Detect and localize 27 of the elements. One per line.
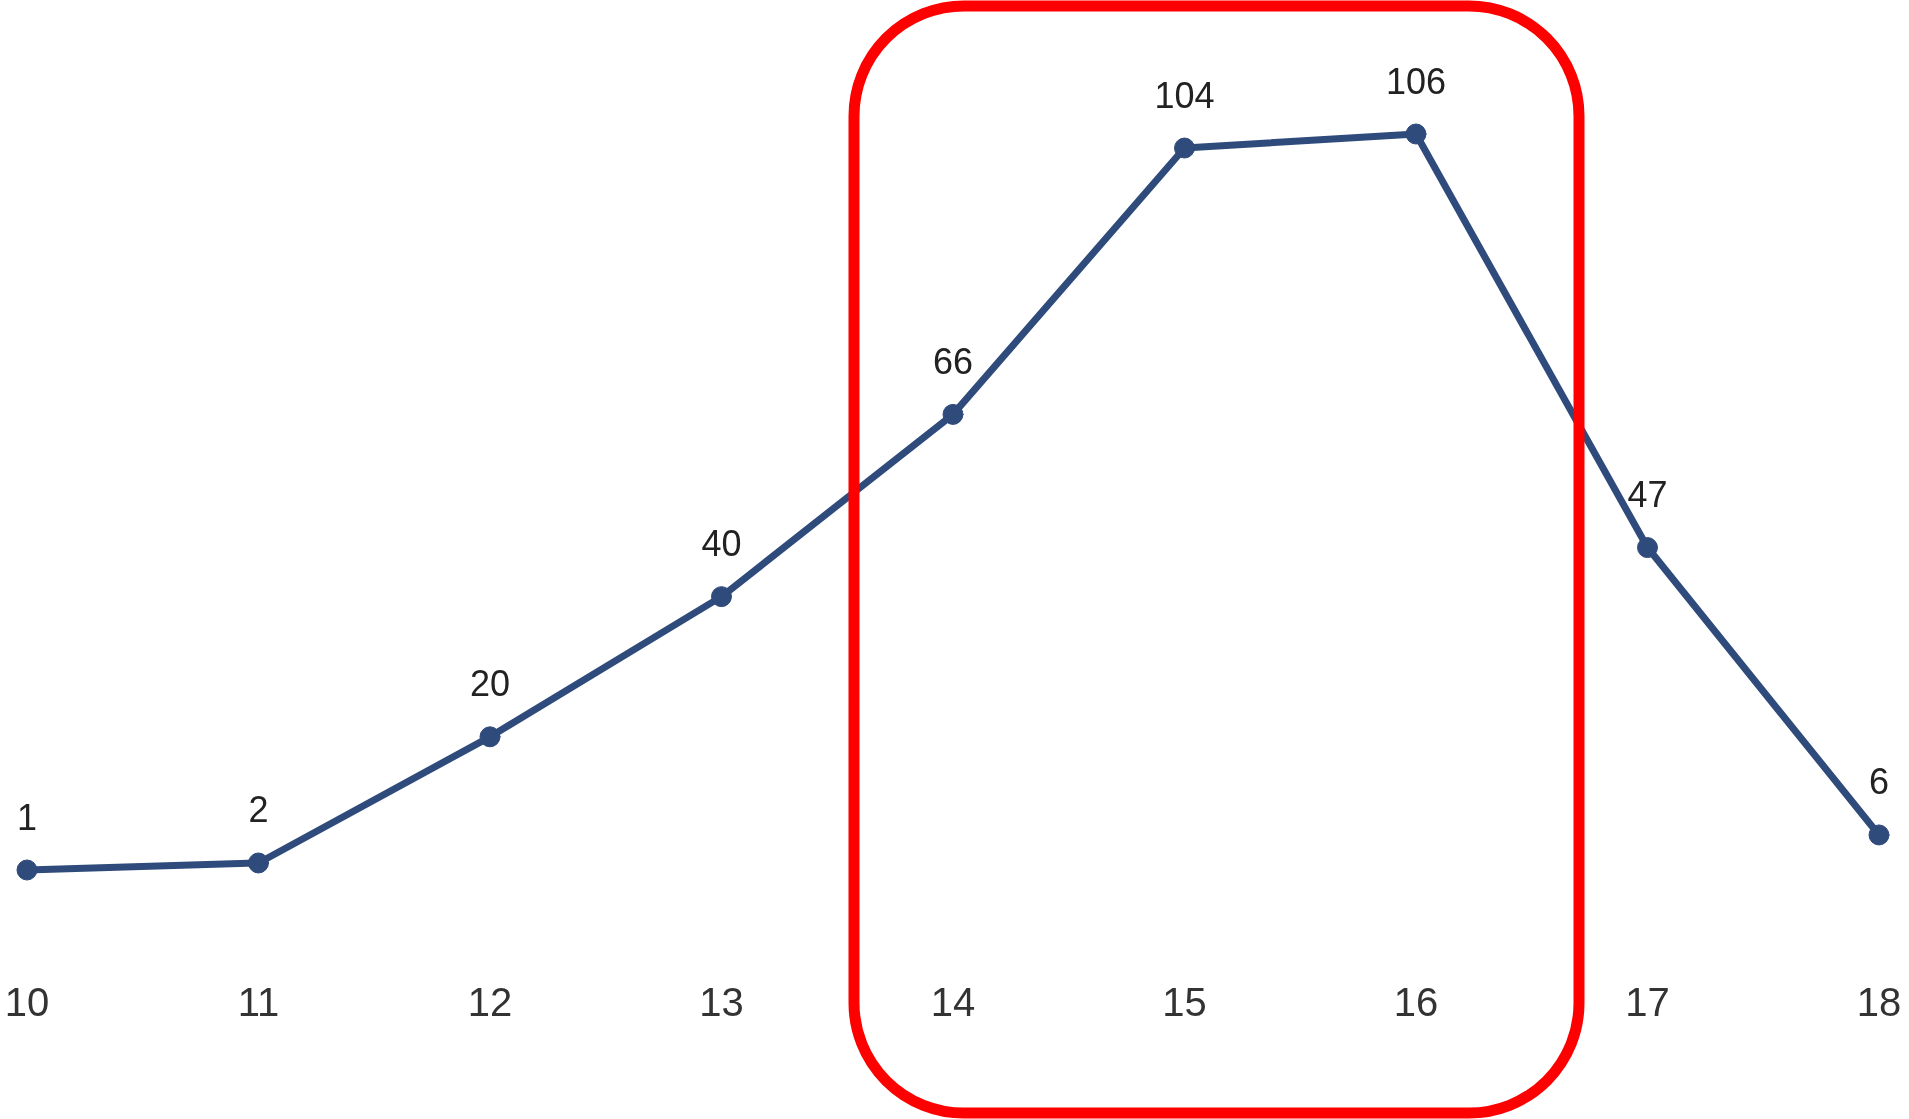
point [16,859,38,881]
data-label: 66 [932,340,974,382]
point [942,403,964,425]
data-label: 104 [1154,74,1215,116]
data-label: 6 [1868,761,1890,803]
x-tick-label: 11 [237,980,280,1024]
x-tick-label: 17 [1625,980,1670,1024]
point [479,726,501,748]
data-label: 106 [1385,60,1447,102]
point [1637,537,1658,559]
x-tick-label: 12 [467,980,513,1024]
x-tick-label: 13 [699,980,744,1024]
x-tick-label: 14 [930,980,976,1024]
point [1174,137,1195,159]
x-tick-label: 15 [1162,980,1207,1024]
data-label: 20 [469,663,511,705]
point [711,586,732,608]
x-tick-label: 18 [1856,980,1902,1024]
data-label: 1 [16,796,38,838]
x-tick-label: 10 [4,980,50,1024]
data-label: 2 [248,789,269,831]
data-label: 40 [701,523,742,565]
x-tick-label: 16 [1393,980,1439,1024]
point [1405,123,1427,145]
point [248,852,269,874]
point [1868,824,1890,846]
data-label: 47 [1627,474,1668,516]
